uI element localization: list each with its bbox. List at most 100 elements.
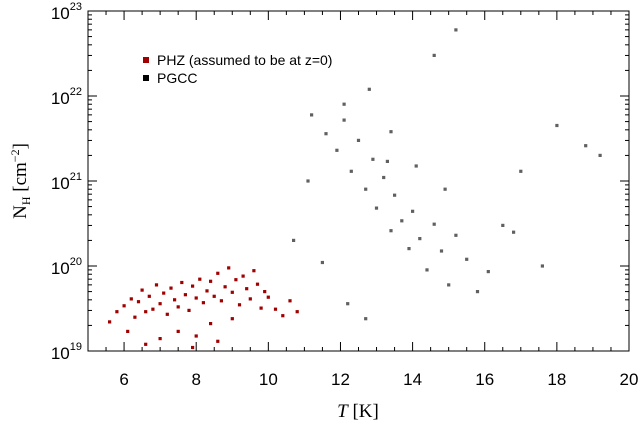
phz-point — [252, 269, 256, 273]
phz-point — [194, 334, 198, 338]
pgcc-point — [540, 264, 544, 268]
pgcc-point — [371, 157, 375, 161]
phz-point — [151, 307, 155, 311]
pgcc-point — [414, 164, 418, 168]
pgcc-point — [364, 317, 368, 321]
pgcc-point — [335, 148, 339, 152]
pgcc-point — [310, 113, 314, 117]
tick-labels: 6 8 10 12 14 16 18 20 1019 1020 1021 1022 1023 — [51, 1, 639, 389]
phz-point — [198, 277, 202, 281]
phz-point — [216, 339, 220, 343]
x-tick-label: 14 — [403, 370, 422, 389]
phz-point — [266, 295, 270, 299]
pgcc-point — [475, 290, 480, 294]
phz-point — [237, 303, 242, 307]
legend: PHZ (assumed to be at z=0) PGCC — [143, 52, 332, 86]
pgcc-point — [443, 187, 447, 191]
pgcc-point — [393, 193, 397, 197]
phz-point — [183, 293, 187, 297]
phz-point — [187, 308, 191, 312]
phz-point — [227, 266, 231, 270]
legend-label-pgcc: PGCC — [157, 70, 197, 86]
pgcc-point — [598, 153, 602, 157]
y-axis-base: N — [10, 205, 31, 219]
y-tick-label: 1022 — [51, 86, 82, 108]
pgcc-point — [432, 222, 436, 226]
phz-point — [281, 314, 285, 318]
phz-point — [288, 299, 292, 303]
phz-point — [122, 304, 126, 308]
x-axis-title: T [K] — [337, 401, 379, 422]
pgcc-point — [349, 169, 353, 173]
pgcc-point — [486, 270, 490, 274]
legend-marker-pgcc — [143, 75, 149, 81]
pgcc-point — [439, 249, 444, 253]
phz-point — [191, 284, 195, 288]
phz-point — [176, 329, 180, 333]
pgcc-point — [418, 237, 422, 241]
pgcc-point — [512, 230, 516, 234]
phz-point — [154, 283, 159, 287]
phz-point — [245, 287, 249, 291]
phz-point — [241, 274, 245, 278]
phz-point — [209, 322, 213, 326]
phz-point — [230, 290, 234, 294]
pgcc-point — [320, 260, 324, 265]
phz-point — [248, 297, 252, 301]
y-tick-label: 1019 — [51, 341, 82, 363]
phz-point — [126, 329, 130, 333]
pgcc-point — [324, 132, 328, 136]
y-tick-label: 1020 — [51, 256, 82, 278]
phz-point — [144, 342, 148, 346]
y-axis-title: NH [cm−2] — [8, 143, 33, 219]
phz-point — [191, 345, 195, 350]
pgcc-point — [407, 247, 411, 251]
x-tick-label: 10 — [259, 370, 278, 389]
y-tick-label: 1021 — [51, 171, 82, 193]
phz-point — [234, 278, 238, 282]
y-axis-unit-open: [cm — [10, 162, 31, 197]
legend-label-phz: PHZ (assumed to be at z=0) — [157, 52, 332, 68]
pgcc-point — [292, 238, 296, 242]
phz-point — [180, 280, 184, 285]
pgcc-point — [432, 53, 436, 57]
phz-point — [194, 296, 198, 300]
phz-point — [230, 317, 234, 321]
phz-point — [255, 282, 260, 286]
phz-point — [216, 271, 220, 275]
y-axis-unit-close: ] — [10, 143, 31, 149]
pgcc-point — [364, 187, 368, 191]
pgcc-point — [342, 102, 346, 106]
phz-point — [158, 302, 162, 306]
x-tick-label: 6 — [119, 370, 128, 389]
pgcc-point — [346, 302, 350, 306]
phz-point — [205, 289, 209, 293]
pgcc-point — [385, 159, 389, 163]
phz-point — [147, 294, 151, 298]
phz-point — [209, 279, 213, 283]
pgcc-point — [447, 283, 451, 287]
phz-point — [259, 306, 263, 310]
x-tick-label: 20 — [620, 370, 639, 389]
pgcc-point — [356, 138, 361, 142]
pgcc-point — [519, 169, 523, 173]
pgcc-point — [389, 130, 393, 134]
phz-point — [129, 297, 133, 301]
phz-point — [173, 298, 177, 302]
phz-point — [158, 337, 162, 341]
x-axis-unit: [K] — [348, 401, 379, 422]
y-tick-label: 1023 — [51, 1, 82, 23]
pgcc-point — [584, 144, 588, 148]
phz-point — [219, 299, 223, 303]
pgcc-point — [342, 118, 346, 122]
x-axis-var: T — [337, 401, 349, 422]
pgcc-point — [454, 233, 458, 237]
phz-point — [165, 312, 169, 316]
phz-point — [140, 288, 144, 292]
phz-point — [136, 300, 141, 304]
pgcc-point — [306, 179, 310, 183]
pgcc-point — [501, 223, 505, 227]
x-tick-label: 8 — [191, 370, 200, 389]
legend-marker-phz — [143, 57, 149, 63]
